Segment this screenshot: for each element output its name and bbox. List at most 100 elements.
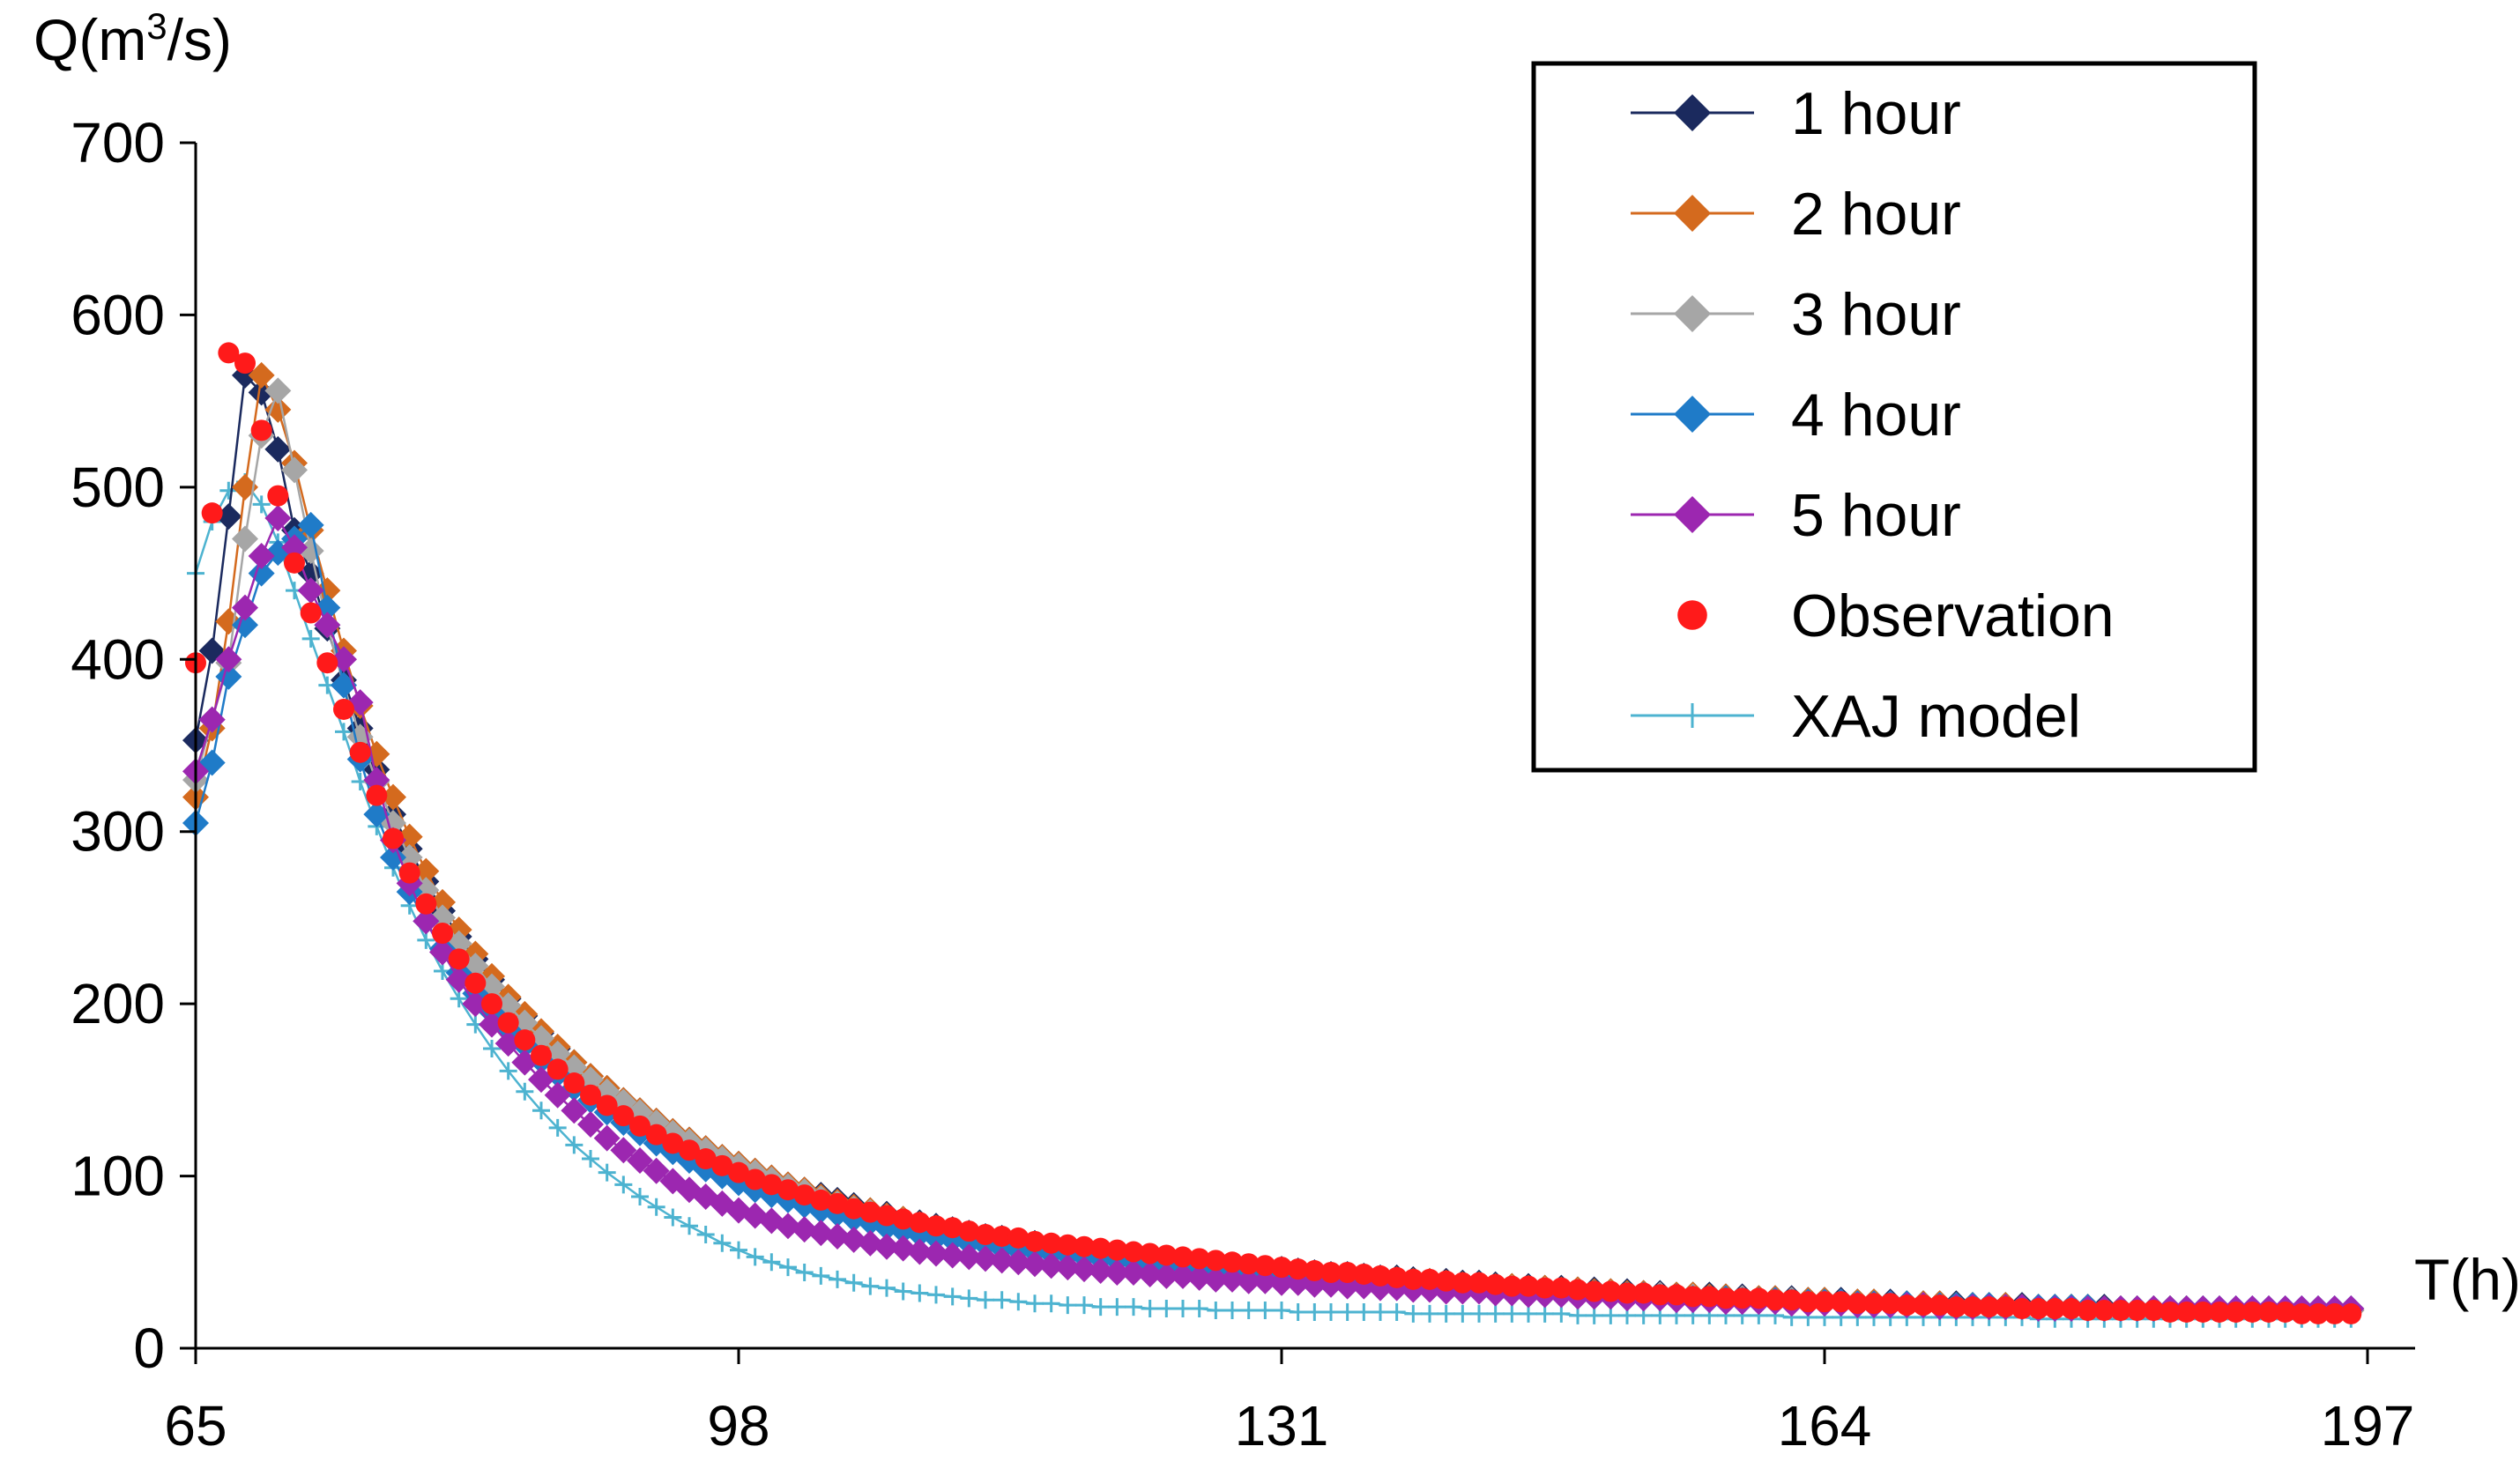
data-point-observation xyxy=(1797,1291,1819,1313)
data-point-observation xyxy=(349,741,371,763)
y-tick-label: 200 xyxy=(71,972,165,1035)
data-point-observation xyxy=(1287,1258,1309,1280)
data-point-observation xyxy=(497,1012,519,1034)
data-point-xaj-model xyxy=(664,1208,682,1227)
data-point-5-hour xyxy=(479,1011,505,1038)
data-point-5-hour xyxy=(1153,1262,1180,1289)
data-point-xaj-model xyxy=(219,481,238,500)
data-point-5-hour xyxy=(1252,1267,1279,1294)
data-point-observation xyxy=(1682,1286,1704,1308)
legend-label: 2 hour xyxy=(1791,181,1961,248)
data-point-observation xyxy=(300,602,322,624)
data-point-xaj-model xyxy=(647,1198,665,1216)
data-point-observation xyxy=(2291,1302,2313,1324)
data-point-observation xyxy=(793,1184,815,1206)
data-point-xaj-model xyxy=(779,1258,797,1277)
data-point-observation xyxy=(563,1072,585,1094)
data-point-observation xyxy=(1995,1296,2017,1318)
legend-item-2-hour: 2 hour xyxy=(1631,181,1961,248)
data-point-observation xyxy=(1370,1265,1391,1287)
data-point-observation xyxy=(267,485,289,507)
data-point-5-hour xyxy=(1087,1257,1114,1285)
data-point-observation xyxy=(941,1217,963,1239)
data-point-xaj-model xyxy=(927,1286,945,1304)
data-point-observation xyxy=(876,1205,897,1227)
data-point-5-hour xyxy=(544,1081,571,1109)
y-axis-label-tail: /s) xyxy=(167,7,232,72)
x-tick-label: 65 xyxy=(164,1394,227,1457)
data-point-observation xyxy=(1205,1250,1227,1272)
data-point-observation xyxy=(1534,1277,1556,1299)
data-point-observation xyxy=(2143,1300,2165,1322)
ticks: 0 100 200 300 400 500 600 700 65 98 131 164 197 xyxy=(71,111,2414,1457)
data-point-xaj-model xyxy=(1026,1294,1044,1313)
legend-marker xyxy=(1674,496,1711,533)
data-point-observation xyxy=(465,972,487,994)
data-point-observation xyxy=(1632,1282,1654,1304)
data-point-xaj-model xyxy=(844,1273,863,1292)
data-point-observation xyxy=(218,342,240,364)
data-point-5-hour xyxy=(1037,1252,1065,1279)
legend-label: 3 hour xyxy=(1791,281,1961,348)
data-point-xaj-model xyxy=(730,1241,747,1259)
legend-label: XAJ model xyxy=(1791,683,2081,750)
data-point-xaj-model xyxy=(713,1234,732,1252)
data-point-observation xyxy=(383,827,404,849)
data-point-observation xyxy=(909,1212,931,1234)
data-point-observation xyxy=(1074,1235,1095,1257)
data-point-xaj-model xyxy=(252,495,271,514)
legend-item-observation: Observation xyxy=(1677,582,2115,649)
data-point-5-hour xyxy=(939,1242,966,1269)
data-point-observation xyxy=(1106,1239,1128,1261)
data-point-xaj-model xyxy=(1273,1302,1290,1320)
data-point-xaj-model xyxy=(1108,1298,1126,1317)
data-point-xaj-model xyxy=(1125,1298,1142,1317)
data-point-observation xyxy=(1731,1287,1753,1309)
data-point-xaj-model xyxy=(1042,1294,1060,1313)
data-point-observation xyxy=(728,1161,749,1183)
data-point-xaj-model xyxy=(631,1188,649,1206)
legend-label: 1 hour xyxy=(1791,80,1961,147)
data-point-observation xyxy=(1402,1268,1424,1290)
data-point-observation xyxy=(1222,1251,1243,1273)
data-point-observation xyxy=(2192,1301,2214,1323)
data-point-xaj-model xyxy=(696,1226,715,1244)
data-point-observation xyxy=(1814,1291,1835,1313)
data-point-observation xyxy=(2340,1302,2362,1324)
data-point-xaj-model xyxy=(582,1150,599,1168)
data-point-observation xyxy=(1139,1242,1161,1265)
data-point-xaj-model xyxy=(483,1039,501,1057)
data-point-5-hour xyxy=(988,1247,1015,1274)
data-point-observation xyxy=(1452,1272,1474,1294)
data-point-observation xyxy=(2274,1301,2296,1323)
data-point-observation xyxy=(843,1198,865,1220)
data-point-5-hour xyxy=(643,1157,670,1184)
data-point-observation xyxy=(662,1132,684,1154)
legend-marker xyxy=(1674,195,1711,232)
data-point-5-hour xyxy=(1104,1259,1131,1287)
data-point-observation xyxy=(645,1124,667,1146)
data-point-observation xyxy=(1929,1294,1951,1317)
data-point-xaj-model xyxy=(1355,1302,1373,1321)
data-point-5-hour xyxy=(627,1146,653,1174)
y-axis-label: Q(m3/s) xyxy=(33,5,232,72)
data-point-observation xyxy=(1089,1237,1111,1259)
data-point-observation xyxy=(744,1168,766,1190)
data-point-5-hour xyxy=(215,646,242,673)
data-point-observation xyxy=(1320,1262,1342,1284)
legend-item-xaj-model: XAJ model xyxy=(1631,683,2081,750)
data-point-observation xyxy=(596,1094,618,1116)
data-point-xaj-model xyxy=(532,1101,550,1120)
data-point-observation xyxy=(613,1105,635,1127)
data-point-observation xyxy=(892,1208,914,1230)
y-tick-label: 500 xyxy=(71,456,165,519)
y-tick-label: 300 xyxy=(71,800,165,864)
data-point-xaj-model xyxy=(1322,1302,1340,1321)
data-point-5-hour xyxy=(873,1233,900,1260)
data-point-5-hour xyxy=(314,612,341,639)
legend: 1 hour 2 hour 3 hour 4 hour 5 hour Observatio… xyxy=(1531,61,2257,773)
data-point-observation xyxy=(777,1179,799,1201)
data-point-observation xyxy=(316,652,338,674)
data-point-observation xyxy=(2093,1300,2115,1322)
data-point-5-hour xyxy=(413,908,440,935)
